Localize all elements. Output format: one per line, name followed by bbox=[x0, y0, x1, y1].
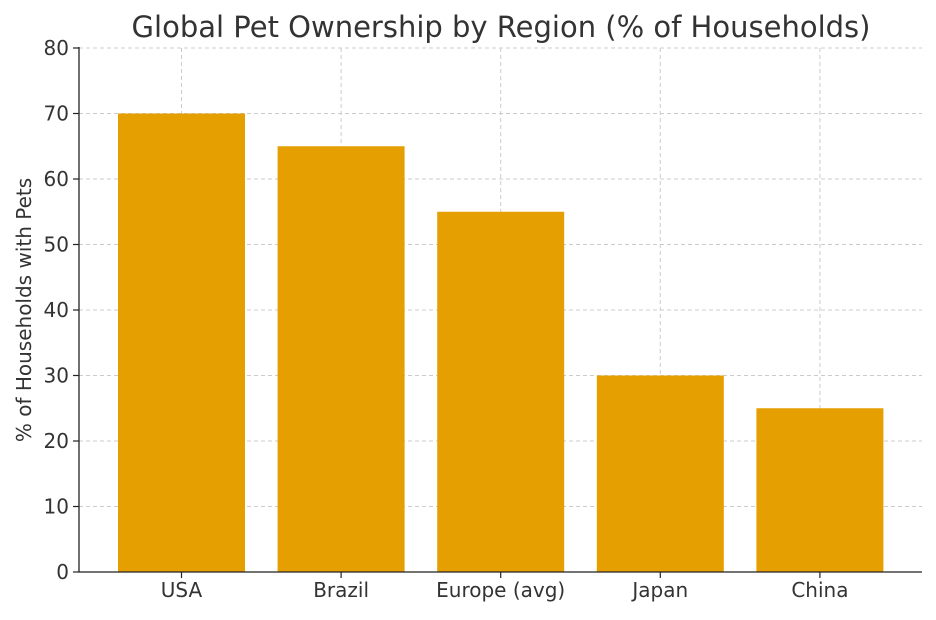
y-tick-label: 60 bbox=[44, 167, 69, 191]
y-tick-label: 80 bbox=[44, 36, 69, 60]
y-tick-label: 20 bbox=[44, 429, 69, 453]
x-tick-label: Brazil bbox=[313, 578, 369, 602]
y-tick-label: 70 bbox=[44, 102, 69, 126]
bar-china bbox=[756, 408, 884, 572]
bar-japan bbox=[596, 375, 724, 572]
y-axis-label: % of Households with Pets bbox=[12, 178, 36, 442]
x-tick-label: China bbox=[791, 578, 848, 602]
x-tick-label: Japan bbox=[630, 578, 688, 602]
chart-title: Global Pet Ownership by Region (% of Hou… bbox=[132, 10, 871, 44]
x-tick-label: Europe (avg) bbox=[436, 578, 565, 602]
y-tick-label: 30 bbox=[44, 364, 69, 388]
ticks: 0 10 20 30 40 50 60 70 80 USA Brazil Europe (avg) Ja… bbox=[44, 36, 849, 602]
bar-europe-avg bbox=[437, 211, 565, 572]
bars bbox=[118, 113, 884, 572]
bar-brazil bbox=[277, 146, 405, 572]
y-tick-label: 50 bbox=[44, 233, 69, 257]
x-tick-label: USA bbox=[161, 578, 203, 602]
y-tick-label: 10 bbox=[44, 495, 69, 519]
y-tick-label: 40 bbox=[44, 298, 69, 322]
y-tick-label: 0 bbox=[56, 560, 69, 584]
bar-usa bbox=[118, 113, 245, 572]
